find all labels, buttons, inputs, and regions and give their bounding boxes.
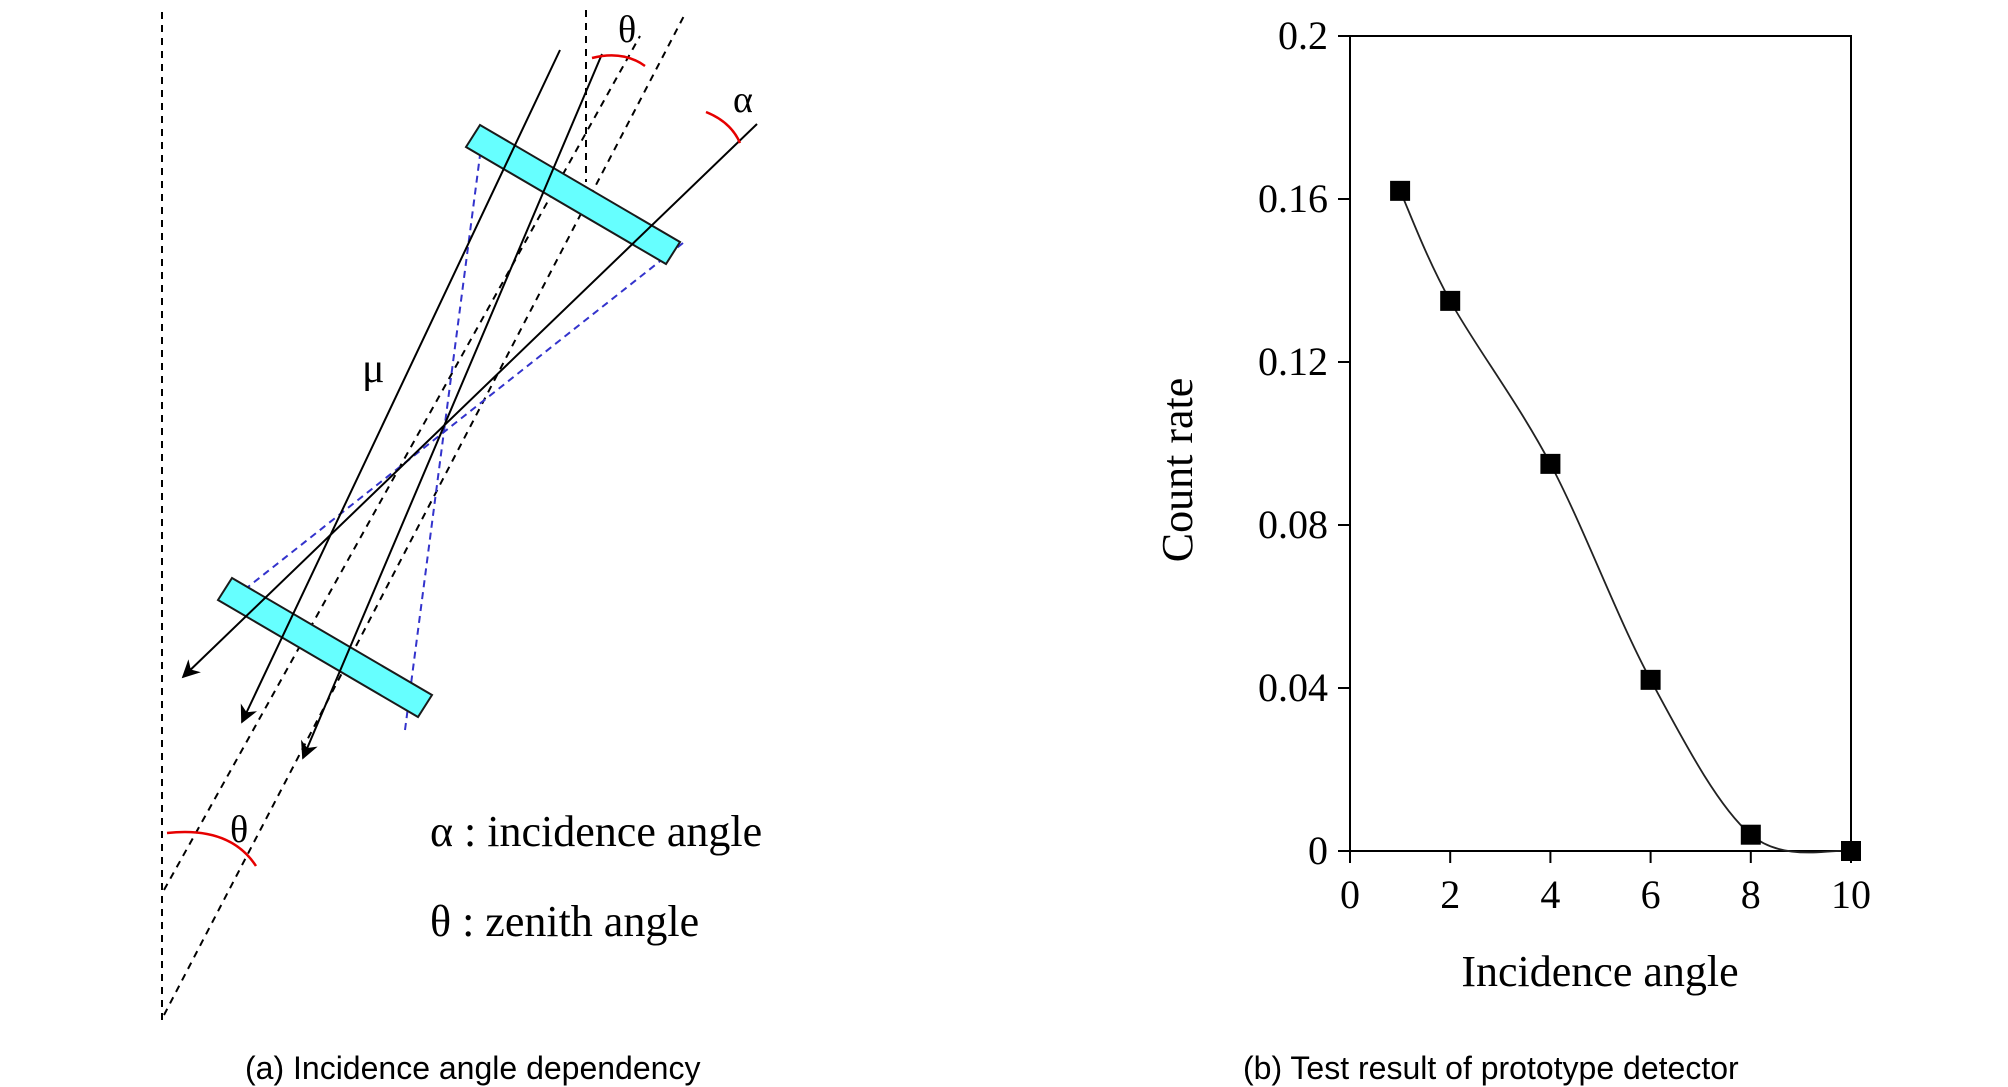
data-point-marker (1390, 180, 1411, 201)
caption-panel-a: (a) Incidence angle dependency (245, 1050, 701, 1086)
x-tick-label: 6 (1641, 872, 1661, 917)
muon-ray-2 (301, 53, 603, 760)
y-tick-label: 0.04 (1258, 665, 1328, 710)
legend-incidence-angle: α : incidence angle (430, 807, 762, 856)
mu-label: μ (362, 346, 385, 392)
theta-label-bottom: θ (230, 809, 248, 851)
y-axis-ticks: 0 0.04 0.08 0.12 0.16 0.2 (1258, 13, 1350, 873)
theta-label-top: θ (618, 9, 636, 51)
incidence-angle-diagram: θ α μ θ α : incidence angle θ : zenith a… (161, 9, 762, 1022)
zenith-guide-line-1 (163, 35, 641, 891)
x-axis-label: Incidence angle (1461, 947, 1738, 996)
x-tick-label: 10 (1831, 872, 1871, 917)
x-tick-label: 8 (1741, 872, 1761, 917)
y-tick-label: 0.2 (1278, 13, 1328, 58)
data-point-marker (1640, 669, 1661, 690)
y-tick-label: 0.08 (1258, 502, 1328, 547)
y-axis-label: Count rate (1153, 378, 1202, 563)
y-tick-label: 0.12 (1258, 339, 1328, 384)
incidence-angle-arc (705, 110, 742, 144)
upper-detector-plate (464, 123, 682, 266)
lower-detector-plate (216, 576, 434, 719)
acceptance-envelope-line-2 (233, 242, 684, 599)
data-point-marker (1740, 824, 1761, 845)
fitted-curve (1399, 190, 1852, 854)
zenith-guide-line-2 (163, 11, 687, 1016)
x-tick-label: 2 (1440, 872, 1460, 917)
caption-panel-b: (b) Test result of prototype detector (1243, 1050, 1739, 1086)
y-tick-label: 0 (1308, 828, 1328, 873)
x-tick-label: 4 (1540, 872, 1560, 917)
y-tick-label: 0.16 (1258, 176, 1328, 221)
count-rate-chart: 0 0.04 0.08 0.12 0.16 0.2 0 2 4 6 8 10 Incidence a… (1153, 13, 1871, 996)
alpha-label: α (733, 79, 753, 121)
plot-frame (1349, 35, 1852, 852)
zenith-angle-arc-top (591, 54, 646, 68)
data-point-marker (1841, 841, 1861, 861)
data-point-marker (1440, 290, 1461, 311)
x-tick-label: 0 (1340, 872, 1360, 917)
acceptance-envelope-line-1 (404, 139, 483, 731)
data-point-marker (1540, 453, 1561, 474)
legend-zenith-angle: θ : zenith angle (430, 897, 699, 946)
zenith-angle-arc-bottom (166, 830, 258, 867)
muon-ray-1 (240, 49, 561, 724)
x-axis-ticks: 0 2 4 6 8 10 (1340, 851, 1871, 917)
data-markers (1390, 180, 1861, 861)
muon-ray-incidence (181, 123, 758, 679)
